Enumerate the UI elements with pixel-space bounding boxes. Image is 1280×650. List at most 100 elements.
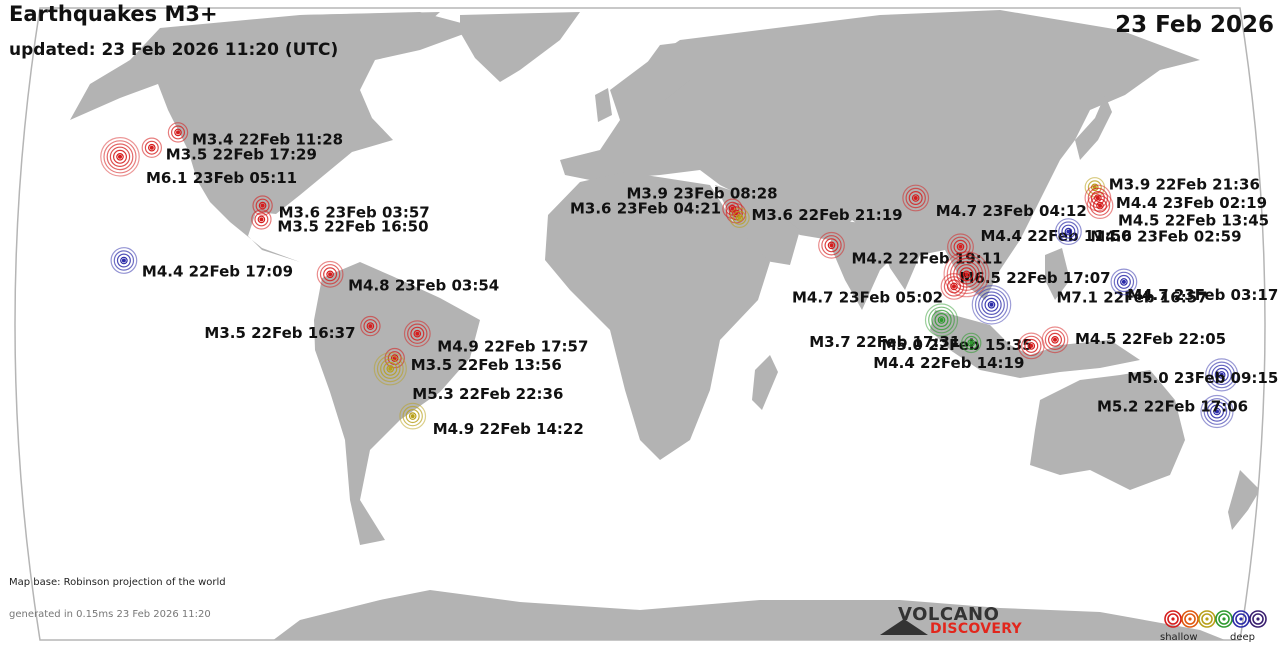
antarctica (260, 590, 1250, 640)
quake-marker[interactable]: M3.6 23Feb 03:57 (252, 195, 430, 222)
quake-epicenter (737, 215, 742, 220)
quake-label: M3.5 22Feb 16:37 (204, 324, 355, 342)
quake-ring (316, 260, 344, 288)
quake-marker[interactable]: M4.2 22Feb 19:11 (818, 231, 1003, 268)
quake-ring (735, 214, 744, 222)
quake-marker[interactable]: M4.4 23Feb 02:19 (1084, 184, 1267, 212)
quake-ring (408, 412, 417, 420)
quake-label: M4.8 23Feb 03:54 (348, 276, 499, 294)
madagascar (752, 355, 778, 410)
quake-marker[interactable]: M6.5 22Feb 17:07 (960, 269, 1111, 325)
legend-dot (1239, 617, 1243, 621)
quake-ring (100, 137, 140, 177)
quake-ring (1047, 332, 1062, 347)
quake-ring (732, 210, 747, 225)
quake-ring (120, 256, 128, 265)
quake-ring (255, 198, 270, 213)
quake-marker[interactable]: M7.1 22Feb 16:57 (943, 251, 1208, 306)
quake-marker[interactable]: M4.7 23Feb 04:12 (902, 184, 1087, 220)
quake-marker[interactable]: M4.5 22Feb 22:05 (1041, 326, 1226, 354)
quake-ring (254, 212, 269, 227)
quake-label: M5.0 23Feb 09:15 (1127, 369, 1278, 387)
legend-ring (1201, 613, 1213, 625)
quake-epicenter (1066, 229, 1071, 234)
quake-ring (1209, 404, 1224, 419)
quake-label: M4.7 23Feb 03:17 (1127, 286, 1278, 304)
quake-ring (956, 243, 965, 251)
quake-ring (911, 194, 920, 202)
africa (545, 172, 770, 460)
quake-ring (1021, 335, 1042, 357)
quake-marker[interactable]: M5.2 22Feb 17:06 (1097, 394, 1248, 429)
quake-ring (410, 326, 425, 341)
quake-marker[interactable]: M5.3 22Feb 22:36 (373, 352, 563, 403)
quake-label: M5.0 22Feb 15:35 (882, 336, 1033, 354)
quake-ring (821, 235, 842, 256)
quake-ring (1086, 192, 1114, 220)
quake-ring (116, 253, 131, 268)
quake-epicenter (939, 318, 944, 322)
quake-marker[interactable]: M4.9 22Feb 17:57 (403, 320, 589, 356)
quake-marker[interactable]: M4.5 22Feb 13:45 (1086, 192, 1269, 230)
volcano-discovery-logo[interactable]: VOLCANO DISCOVERY (880, 604, 1040, 640)
quake-marker[interactable]: M3.9 23Feb 08:28 (627, 185, 778, 219)
arctic-islands (300, 12, 440, 40)
quake-label: M6.5 22Feb 17:07 (960, 269, 1111, 287)
quake-ring (728, 206, 743, 221)
quake-label: M4.7 23Feb 05:02 (792, 288, 943, 306)
quake-epicenter (1121, 279, 1126, 284)
quake-label: M3.5 22Feb 13:56 (411, 356, 562, 374)
volcano-icon (880, 619, 928, 635)
quake-label: M3.6 23Feb 04:21 (570, 199, 721, 217)
quake-ring (399, 402, 427, 430)
quake-marker[interactable]: M4.9 22Feb 14:22 (399, 402, 584, 438)
quake-ring (405, 409, 420, 424)
quake-label: M4.9 22Feb 17:57 (437, 338, 588, 356)
quake-ring (827, 241, 836, 250)
quake-ring (112, 149, 127, 164)
legend-deep-label: deep (1230, 632, 1255, 643)
quake-marker[interactable]: M5.0 22Feb 15:35 (882, 303, 1033, 354)
quake-label: M4.5 22Feb 22:05 (1075, 330, 1226, 348)
quake-label: M3.9 23Feb 08:28 (627, 185, 778, 203)
quake-marker[interactable]: M3.7 22Feb 17:31 (809, 332, 982, 354)
quake-ring (109, 146, 131, 167)
quake-epicenter (388, 366, 393, 371)
quake-ring (1113, 271, 1135, 293)
quake-epicenter (969, 340, 974, 345)
quake-marker[interactable]: M3.5 22Feb 17:29 (141, 137, 317, 164)
quake-ring (949, 257, 984, 291)
quake-marker[interactable]: M6.1 23Feb 05:11 (100, 137, 297, 187)
quake-marker[interactable]: M4.4 22Feb 17:09 (110, 247, 293, 281)
quake-marker[interactable]: M4.8 23Feb 03:54 (316, 260, 499, 295)
quake-ring (1203, 398, 1231, 425)
quake-marker[interactable]: M3.6 22Feb 21:19 (729, 206, 903, 228)
quake-ring (106, 143, 134, 171)
quake-ring (257, 215, 266, 224)
quake-ring (956, 264, 977, 285)
quake-marker[interactable]: M4.4 22Feb 14:19 (873, 332, 1045, 372)
legend-dot (1256, 617, 1260, 621)
quake-marker[interactable]: M3.5 22Feb 16:37 (204, 315, 381, 343)
quake-ring (937, 316, 946, 324)
legend-shallow-label: shallow (1160, 632, 1198, 643)
quake-label: M3.6 22Feb 21:19 (752, 206, 903, 224)
brand-line-1: VOLCANO (898, 604, 1000, 625)
quake-marker[interactable]: M3.5 22Feb 16:50 (251, 209, 429, 236)
quake-ring (964, 335, 979, 350)
quake-ring (1027, 342, 1036, 350)
quake-ring (1041, 326, 1069, 354)
quake-ring (1213, 407, 1221, 416)
quake-epicenter (1098, 203, 1102, 208)
quake-marker[interactable]: M4.7 23Feb 03:17 (1110, 268, 1278, 304)
quake-marker[interactable]: M4.6 23Feb 02:59 (1054, 218, 1242, 246)
quake-ring (319, 264, 341, 285)
quake-epicenter (1219, 372, 1224, 377)
uk-ireland (595, 88, 612, 122)
quake-marker[interactable]: M3.6 23Feb 04:21 (570, 199, 747, 224)
quake-marker[interactable]: M5.0 23Feb 09:15 (1127, 358, 1278, 392)
quake-ring (1214, 367, 1229, 382)
quake-ring (729, 207, 750, 228)
quake-marker[interactable]: M3.4 22Feb 11:28 (167, 122, 343, 149)
